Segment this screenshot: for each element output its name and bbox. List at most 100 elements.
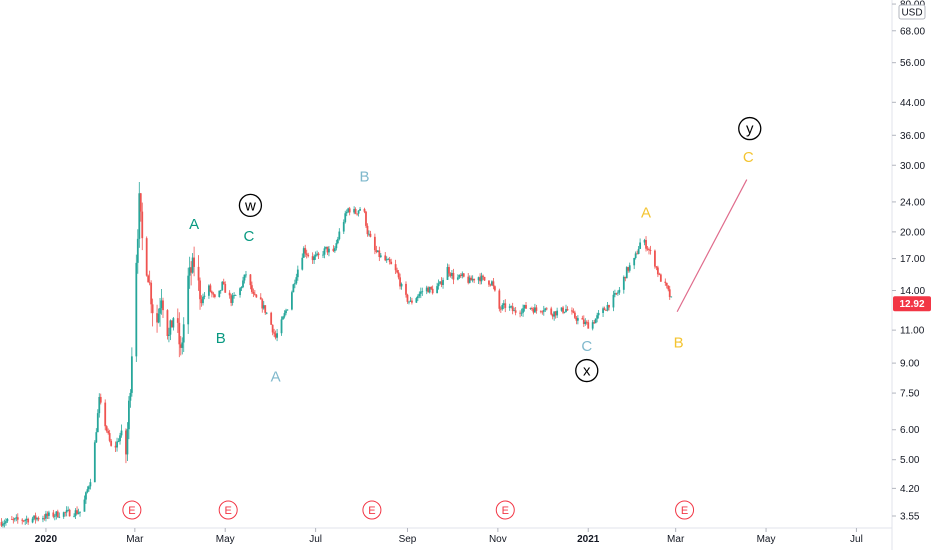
candle-body xyxy=(448,267,450,274)
candle-body xyxy=(390,261,393,265)
candle-body xyxy=(560,307,563,311)
candle xyxy=(556,307,559,318)
candle xyxy=(221,281,224,291)
circled-wave-ring xyxy=(238,193,263,218)
candle xyxy=(114,441,117,452)
plot-area[interactable]: A B C A B C A B Cw x y E E E E E xyxy=(0,0,892,529)
candle-body xyxy=(587,322,590,329)
candle xyxy=(480,272,483,285)
candle xyxy=(418,291,421,299)
candle-body xyxy=(606,304,609,311)
candle-body xyxy=(203,295,206,297)
candle xyxy=(501,303,504,311)
candle xyxy=(373,233,376,255)
candle xyxy=(262,301,265,310)
candle xyxy=(159,298,161,327)
candle xyxy=(498,288,501,312)
candle-body xyxy=(145,238,148,276)
candle-body xyxy=(488,280,490,285)
candle-body xyxy=(649,250,652,251)
candle-body xyxy=(384,255,387,261)
circled-wave-label: w xyxy=(244,197,256,214)
candle xyxy=(302,246,305,258)
price-axis[interactable]: 80.0068.0056.0044.0036.0030.0024.0020.00… xyxy=(891,0,931,550)
candle-body xyxy=(489,284,492,286)
price-tick-label: 17.00 xyxy=(900,254,925,265)
candle xyxy=(98,393,101,418)
candle-body xyxy=(501,304,504,310)
candle xyxy=(86,486,89,494)
candle xyxy=(151,298,154,327)
candle xyxy=(477,276,480,284)
candle xyxy=(483,276,486,282)
candle-body xyxy=(293,283,296,285)
candle-body xyxy=(522,308,524,313)
candle xyxy=(665,282,668,289)
candle-body xyxy=(240,287,243,289)
candle-body xyxy=(565,309,567,312)
candle-body xyxy=(406,294,409,302)
candle-body xyxy=(85,492,87,500)
candle-body xyxy=(603,308,606,311)
candle xyxy=(534,303,536,313)
candle-body xyxy=(643,239,646,243)
candle-body xyxy=(304,248,307,254)
candle xyxy=(3,519,6,528)
candle xyxy=(542,305,545,316)
candle xyxy=(419,287,422,299)
candle xyxy=(110,438,113,447)
candle xyxy=(645,236,647,252)
candle-body xyxy=(492,281,495,287)
earnings-marker-label: E xyxy=(225,505,232,517)
candle xyxy=(394,259,397,274)
candle-body xyxy=(439,281,441,284)
candle xyxy=(622,275,625,294)
candle-body xyxy=(89,482,92,487)
candle xyxy=(67,506,70,512)
candle xyxy=(612,290,615,312)
candle xyxy=(141,202,144,251)
candle xyxy=(400,282,403,290)
candle xyxy=(240,286,243,291)
candle-body xyxy=(615,293,618,294)
candle xyxy=(347,207,350,213)
candle-body xyxy=(179,344,182,348)
candle xyxy=(356,213,358,216)
candle-body xyxy=(353,209,356,213)
candle xyxy=(73,513,75,518)
candle xyxy=(301,253,304,271)
candle-body xyxy=(399,277,401,287)
candle-body xyxy=(508,306,511,308)
candle xyxy=(245,270,247,278)
time-axis[interactable]: 2020 Mar May Jul Sep Nov 2021 Mar May Jul xyxy=(0,527,892,545)
candle-body xyxy=(56,511,59,518)
candle-body xyxy=(409,300,412,302)
candle-body xyxy=(301,257,304,270)
candle-body xyxy=(525,305,527,309)
candle-body xyxy=(394,264,397,271)
candle xyxy=(357,210,360,217)
candle-body xyxy=(181,342,184,348)
candle-body xyxy=(221,281,224,290)
candle xyxy=(314,251,317,260)
candle-body xyxy=(213,294,216,298)
candle-body xyxy=(74,510,77,516)
candle-body xyxy=(648,249,650,251)
candle xyxy=(581,315,584,320)
candle-body xyxy=(2,523,4,526)
candle-body xyxy=(141,211,144,239)
candle xyxy=(62,511,65,519)
candle xyxy=(145,236,148,277)
candle xyxy=(571,307,573,315)
candle-body xyxy=(231,295,234,303)
candle xyxy=(332,245,335,253)
candle xyxy=(428,286,431,294)
wave-label-c: C xyxy=(244,228,255,245)
candle xyxy=(584,318,587,326)
candle-body xyxy=(270,312,273,325)
candle-body xyxy=(46,513,49,516)
candle xyxy=(27,517,30,525)
candle xyxy=(470,275,473,281)
candle xyxy=(224,281,227,293)
